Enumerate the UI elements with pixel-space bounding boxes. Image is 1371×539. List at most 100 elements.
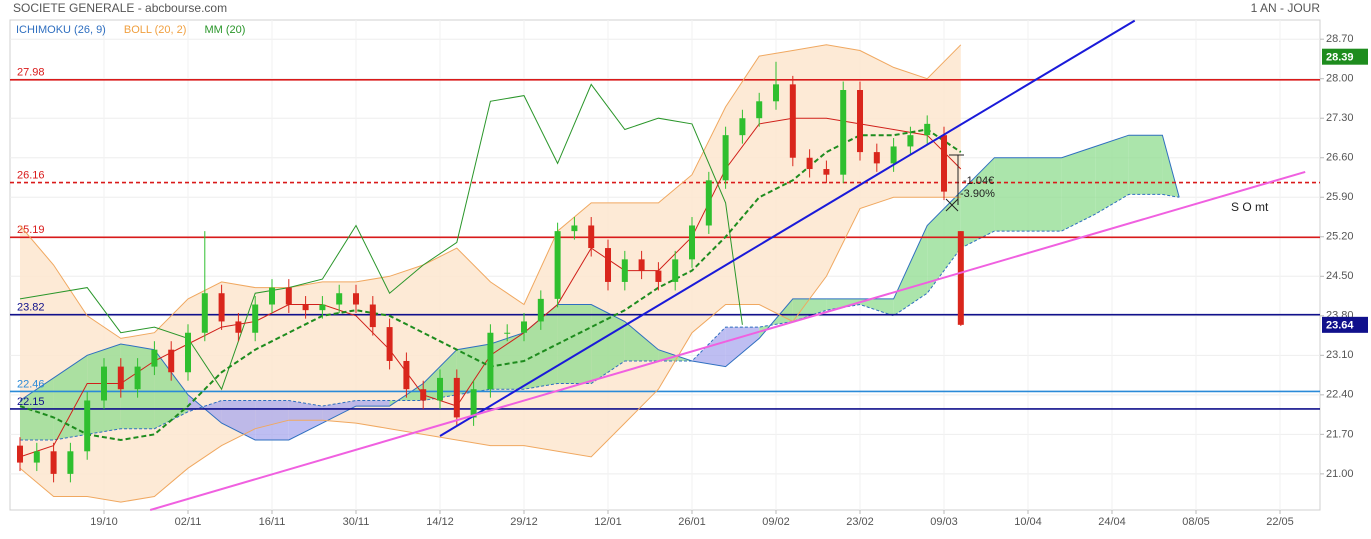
y-tick-label: 24.50 [1326, 270, 1354, 282]
candle-body [437, 377, 444, 401]
cloud-segment [1128, 135, 1163, 195]
x-tick-label: 30/11 [343, 516, 370, 528]
candle-body [941, 135, 948, 192]
cloud-segment [624, 321, 659, 361]
cloud-segment [860, 298, 894, 316]
cloud-segment [557, 304, 592, 384]
x-tick-label: 29/12 [510, 516, 538, 528]
candle-body [722, 135, 729, 181]
x-tick-label: 26/01 [678, 516, 706, 528]
candle-body [890, 146, 897, 164]
level-label: 22.15 [17, 396, 45, 408]
candle-body [386, 327, 393, 361]
cloud-segment [389, 383, 424, 407]
candle-body [84, 400, 91, 452]
annotation: -1.04€ [963, 175, 994, 187]
candle-body [873, 152, 880, 164]
chikou-line [19, 83, 743, 391]
annotation: -3.90% [960, 188, 995, 200]
candle-body [285, 287, 292, 305]
candle-body [638, 259, 645, 271]
candle-body [16, 445, 23, 463]
candle-body [705, 180, 712, 226]
level-label: 27.98 [17, 67, 45, 79]
candle-body [201, 293, 208, 333]
y-tick-label: 28.70 [1326, 33, 1354, 45]
x-tick-label: 24/04 [1098, 516, 1126, 528]
cloud-segment [456, 344, 491, 395]
y-tick-label: 21.70 [1326, 428, 1354, 440]
trendline [149, 170, 1306, 511]
candle-body [269, 287, 275, 305]
x-tick-label: 19/10 [90, 516, 118, 528]
level-label: 26.16 [17, 169, 45, 181]
y-tick-label: 25.90 [1326, 191, 1354, 203]
cloud-segment [1095, 135, 1129, 215]
x-tick-label: 22/05 [1266, 516, 1294, 528]
candle-body [806, 157, 813, 170]
level-label: 25.19 [17, 224, 45, 236]
cloud-segment [927, 191, 961, 294]
candle-body [353, 293, 360, 305]
period-label: 1 AN - JOUR [1251, 1, 1321, 15]
cloud-span-a [19, 134, 1180, 441]
candle-body [504, 332, 511, 334]
candle-body [100, 366, 107, 401]
candle-body [336, 293, 343, 305]
legend-entry: BOLL (20, 2) [124, 24, 187, 36]
candle-body [151, 349, 158, 367]
candle-body [672, 259, 679, 282]
cloud-segment [255, 400, 289, 440]
price-badge-label: 28.39 [1326, 52, 1354, 64]
cloud-segment [960, 157, 995, 249]
cloud-segment [490, 332, 525, 390]
price-badge [1322, 316, 1368, 333]
x-tick-label: 02/11 [175, 516, 202, 528]
drop-marker [945, 154, 964, 212]
candle-body [588, 225, 595, 249]
x-tick-label: 09/02 [762, 516, 790, 528]
candle-body [521, 321, 528, 333]
candle-body [117, 366, 124, 390]
legend-entry: ICHIMOKU (26, 9) [16, 24, 106, 36]
trendline [439, 19, 1136, 437]
cloud-segment [893, 225, 928, 316]
candle-body [235, 321, 242, 333]
candle-body [773, 84, 780, 102]
y-tick-label: 27.30 [1326, 112, 1354, 124]
candle-body [403, 360, 410, 390]
x-tick-label: 12/01 [594, 516, 622, 528]
x-tick-label: 10/04 [1014, 516, 1042, 528]
candle-body [67, 451, 74, 474]
cloud-segment [1028, 157, 1062, 232]
candle-body [571, 225, 578, 232]
candle-body [823, 169, 830, 175]
plot-layer: 27.98 26.16 25.19 23.82 22.46 22.15 [10, 19, 1320, 511]
candle-body [420, 389, 427, 401]
candle-body [50, 451, 57, 474]
cloud-segment [826, 298, 861, 311]
x-tick-label: 08/05 [1182, 516, 1210, 528]
bollinger-lower [19, 196, 961, 503]
candle-body [739, 118, 746, 136]
candle-body [537, 298, 544, 322]
cloud-segment [994, 157, 1029, 232]
cloud-segment [221, 400, 256, 440]
cloud-segment [322, 400, 357, 424]
candle-body [218, 293, 225, 322]
bollinger-upper [19, 44, 962, 339]
candle-body [554, 231, 561, 299]
candle-body [33, 451, 40, 463]
candle-body [957, 231, 964, 325]
x-tick-label: 23/02 [846, 516, 874, 528]
level-label: 22.46 [17, 378, 45, 390]
candle-body [302, 304, 309, 311]
candle-body [756, 101, 763, 119]
legend-entry: MM (20) [204, 24, 245, 36]
candle-body [369, 304, 376, 328]
candle-body [924, 123, 931, 136]
x-tick-label: 16/11 [259, 516, 286, 528]
x-tick-label: 09/03 [930, 516, 958, 528]
candle-body [857, 90, 864, 153]
